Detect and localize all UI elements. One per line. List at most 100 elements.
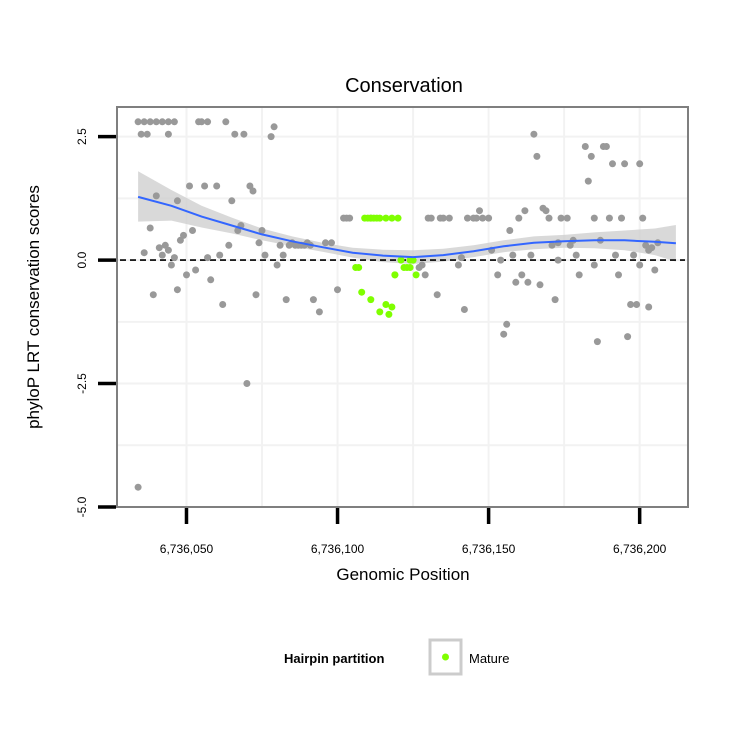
data-point-other bbox=[572, 251, 580, 259]
data-point-other bbox=[636, 160, 644, 168]
x-axis-title: Genomic Position bbox=[336, 565, 469, 584]
data-point-other bbox=[645, 303, 653, 311]
data-point-other bbox=[204, 254, 212, 262]
data-point-mature bbox=[385, 310, 393, 318]
data-point-other bbox=[554, 256, 562, 264]
data-point-other bbox=[140, 118, 148, 126]
data-point-other bbox=[524, 278, 532, 286]
data-point-other bbox=[222, 118, 230, 126]
data-point-other bbox=[633, 301, 641, 308]
data-point-other bbox=[207, 276, 215, 284]
data-point-other bbox=[164, 246, 172, 254]
smooth-trend-line bbox=[137, 195, 676, 259]
data-point-other bbox=[267, 133, 275, 141]
data-point-other bbox=[548, 241, 556, 249]
data-point-mature bbox=[376, 214, 384, 222]
data-point-other bbox=[593, 338, 601, 346]
y-axis-title: phyloP LRT conservation scores bbox=[24, 185, 43, 429]
data-point-other bbox=[279, 251, 287, 259]
y-tick-label: -2.5 bbox=[75, 373, 89, 394]
data-point-other bbox=[630, 251, 638, 259]
data-point-mature bbox=[358, 288, 366, 296]
data-point-other bbox=[557, 214, 565, 222]
y-tick-label: 2.5 bbox=[75, 128, 89, 145]
data-point-other bbox=[140, 249, 148, 257]
data-point-mature bbox=[376, 308, 384, 316]
data-point-other bbox=[282, 296, 290, 304]
data-point-mature bbox=[367, 296, 375, 304]
data-point-other bbox=[530, 130, 538, 138]
data-point-other bbox=[473, 214, 480, 222]
data-point-other bbox=[309, 296, 317, 304]
data-point-other bbox=[575, 271, 583, 279]
data-point-other bbox=[515, 214, 523, 222]
data-point-other bbox=[605, 214, 613, 222]
data-point-other bbox=[201, 182, 209, 190]
data-point-other bbox=[506, 227, 514, 234]
data-point-other bbox=[536, 281, 544, 289]
data-point-other bbox=[512, 278, 520, 286]
data-point-other bbox=[479, 214, 487, 222]
data-point-other bbox=[645, 246, 653, 254]
data-point-other bbox=[231, 130, 239, 138]
data-point-other bbox=[228, 197, 236, 205]
data-point-other bbox=[164, 118, 172, 126]
data-point-other bbox=[152, 118, 160, 126]
data-point-other bbox=[276, 241, 284, 249]
data-point-other bbox=[433, 291, 441, 299]
data-point-other bbox=[149, 291, 157, 299]
data-point-other bbox=[322, 239, 329, 247]
data-point-other bbox=[627, 301, 635, 308]
data-point-other bbox=[216, 251, 224, 259]
legend-key-mature-dot bbox=[442, 653, 449, 661]
y-tick-label: 0.0 bbox=[75, 251, 89, 268]
x-tick-label: 6,736,150 bbox=[462, 542, 516, 556]
data-point-other bbox=[587, 152, 595, 160]
x-tick-label: 6,736,200 bbox=[613, 542, 667, 556]
data-point-other bbox=[146, 224, 154, 232]
data-point-mature bbox=[412, 271, 420, 279]
legend-title: Hairpin partition bbox=[284, 651, 384, 666]
data-point-other bbox=[624, 333, 632, 341]
data-point-other bbox=[621, 160, 629, 168]
data-point-mature bbox=[388, 303, 396, 311]
data-point-other bbox=[186, 182, 193, 190]
data-point-other bbox=[173, 286, 181, 294]
data-point-mature bbox=[382, 214, 390, 222]
data-point-other bbox=[192, 266, 200, 274]
data-point-other bbox=[615, 271, 622, 279]
data-point-other bbox=[457, 254, 465, 262]
data-point-other bbox=[155, 244, 163, 252]
data-point-other bbox=[183, 271, 190, 279]
data-point-other bbox=[563, 214, 571, 222]
data-point-other bbox=[518, 271, 526, 279]
data-point-other bbox=[418, 261, 426, 269]
data-point-other bbox=[651, 266, 659, 274]
data-point-other bbox=[173, 197, 181, 205]
data-point-other bbox=[609, 160, 616, 168]
legend: Hairpin partition Mature bbox=[284, 638, 509, 676]
data-point-other bbox=[584, 177, 592, 185]
data-point-other bbox=[503, 320, 511, 328]
data-point-mature bbox=[355, 264, 363, 271]
data-point-other bbox=[554, 239, 562, 247]
data-point-other bbox=[158, 118, 166, 126]
data-point-other bbox=[602, 143, 610, 150]
data-point-other bbox=[273, 261, 281, 269]
data-point-other bbox=[164, 130, 172, 138]
data-point-other bbox=[249, 187, 257, 195]
data-point-other bbox=[270, 123, 278, 131]
data-point-other bbox=[590, 214, 598, 222]
data-point-other bbox=[485, 214, 493, 222]
y-tick-label: -5.0 bbox=[75, 496, 89, 517]
data-point-other bbox=[542, 207, 550, 215]
data-point-other bbox=[243, 380, 251, 387]
data-point-other bbox=[497, 256, 505, 264]
data-point-other bbox=[252, 291, 260, 299]
data-point-other bbox=[421, 271, 429, 279]
data-point-mature bbox=[391, 271, 399, 279]
data-point-other bbox=[439, 214, 447, 222]
data-point-mature bbox=[394, 214, 402, 222]
data-point-other bbox=[213, 182, 221, 190]
